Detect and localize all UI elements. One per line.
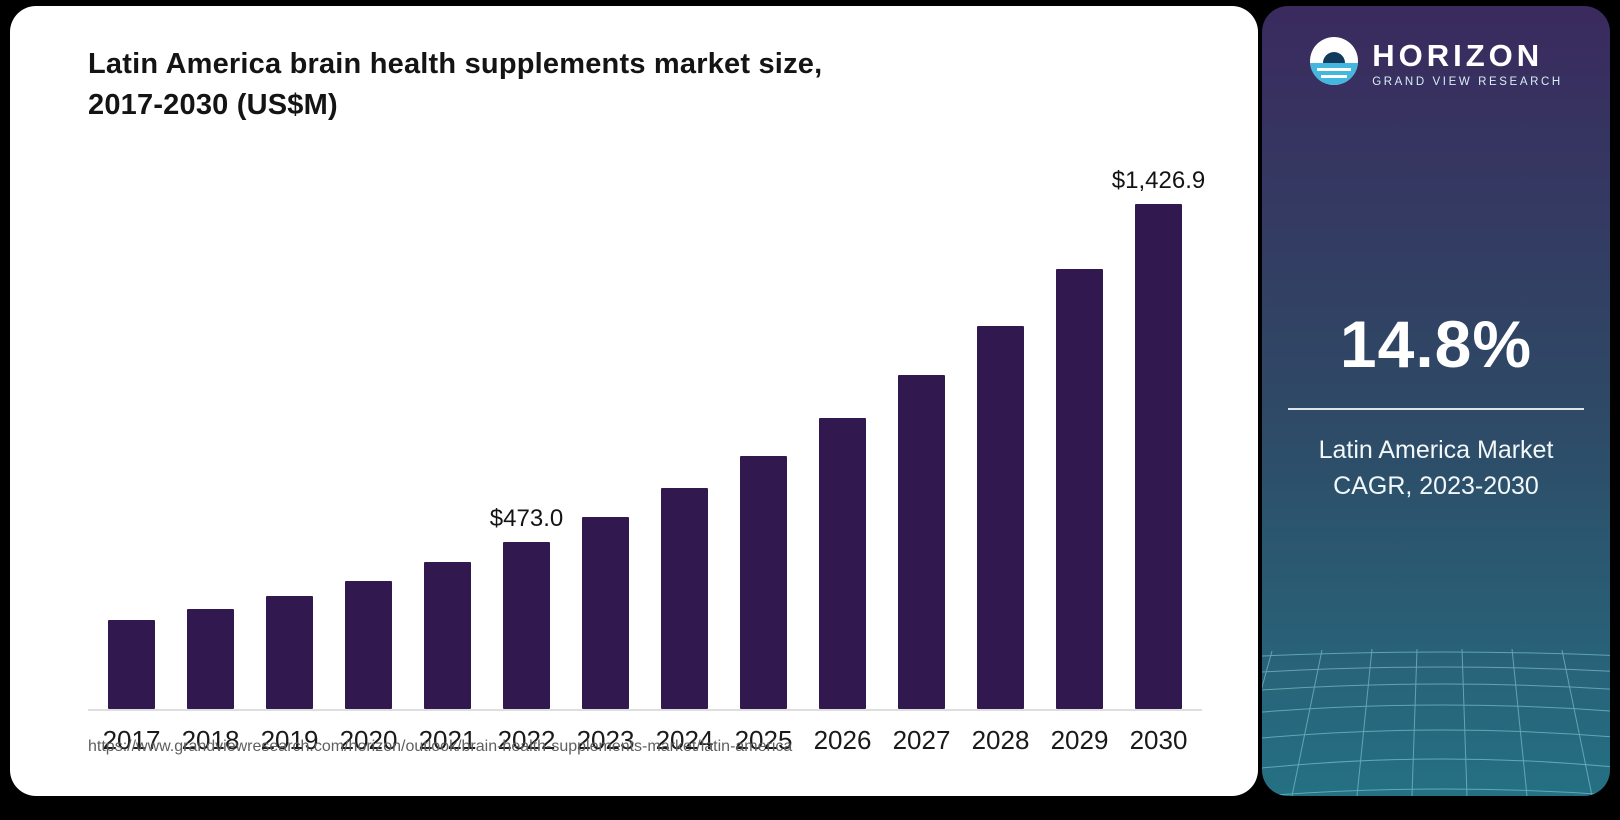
bars-row: $473.0 $1,426.9 bbox=[88, 151, 1205, 712]
x-label-2017: 2017 bbox=[102, 725, 161, 756]
cagr-label-line2: CAGR, 2023-2030 bbox=[1333, 472, 1539, 501]
x-label-2027: 2027 bbox=[892, 725, 951, 756]
wireframe-mesh-decoration bbox=[1262, 648, 1610, 796]
bar-slot-2027 bbox=[882, 375, 961, 710]
bar-slot-2028 bbox=[961, 326, 1040, 710]
bar-slot-2029 bbox=[1040, 269, 1119, 710]
x-label-2018: 2018 bbox=[181, 725, 240, 756]
bar-slot-2024 bbox=[645, 488, 724, 710]
bar-slot-2020 bbox=[329, 581, 408, 710]
x-label-2030: 2030 bbox=[1129, 725, 1188, 756]
cagr-value: 14.8% bbox=[1339, 307, 1533, 381]
infographic-frame: Latin America brain health supplements m… bbox=[10, 6, 1610, 796]
x-label-2024: 2024 bbox=[655, 725, 714, 756]
chart-title-line1: Latin America brain health supplements m… bbox=[88, 48, 823, 80]
x-label-2022: 2022 bbox=[497, 725, 556, 756]
bar-2026 bbox=[819, 418, 866, 710]
bar-slot-2025 bbox=[724, 456, 803, 710]
bar-slot-2030: $1,426.9 bbox=[1112, 167, 1205, 710]
bar-value-label-2022: $473.0 bbox=[489, 505, 564, 533]
bar-2027 bbox=[898, 375, 945, 710]
source-url: https://www.grandviewresearch.com/horizo… bbox=[88, 738, 793, 755]
bar-slot-2026 bbox=[803, 418, 882, 710]
bar-slot-2019 bbox=[250, 596, 329, 710]
bar-2019 bbox=[266, 596, 313, 710]
cagr-label: Latin America Market CAGR, 2023-2030 bbox=[1262, 432, 1610, 505]
bar-2030 bbox=[1135, 204, 1182, 710]
bar-value-label-2030: $1,426.9 bbox=[1111, 167, 1206, 195]
side-panel: HORIZON GRAND VIEW RESEARCH 14.8% Latin … bbox=[1262, 6, 1610, 796]
bar-2020 bbox=[345, 581, 392, 710]
bar-slot-2017 bbox=[92, 620, 171, 710]
x-label-2028: 2028 bbox=[971, 725, 1030, 756]
x-label-2021: 2021 bbox=[418, 725, 477, 756]
x-axis-labels: 2017 2018 2019 2020 2021 2022 2023 2024 2025 2026… bbox=[88, 725, 1202, 756]
bar-slot-2018 bbox=[171, 609, 250, 710]
x-label-2019: 2019 bbox=[260, 725, 319, 756]
brand-text: HORIZON GRAND VIEW RESEARCH bbox=[1372, 37, 1563, 89]
chart-title: Latin America brain health supplements m… bbox=[88, 44, 1202, 125]
bar-2017 bbox=[108, 620, 155, 710]
brand-subtitle: GRAND VIEW RESEARCH bbox=[1372, 76, 1563, 89]
x-label-2026: 2026 bbox=[813, 725, 872, 756]
bar-slot-2023 bbox=[566, 517, 645, 710]
bar-2023 bbox=[582, 517, 629, 710]
chart-title-line2: 2017-2030 (US$M) bbox=[88, 88, 338, 121]
bar-slot-2021 bbox=[408, 562, 487, 710]
bar-2021 bbox=[424, 562, 471, 710]
bar-2024 bbox=[661, 488, 708, 710]
x-label-2025: 2025 bbox=[734, 725, 793, 756]
bar-chart: $473.0 $1,426.9 2017 2018 2019 2020 2021 2022 2… bbox=[88, 151, 1205, 756]
cagr-block: 14.8% Latin America Market CAGR, 2023-20… bbox=[1262, 306, 1610, 505]
bar-2025 bbox=[740, 456, 787, 710]
bar-2028 bbox=[977, 326, 1024, 710]
horizon-logo-icon bbox=[1309, 36, 1359, 91]
cagr-divider bbox=[1288, 408, 1584, 410]
brand-name: HORIZON bbox=[1372, 37, 1544, 73]
bar-2022 bbox=[503, 542, 550, 710]
cagr-label-line1: Latin America Market bbox=[1318, 436, 1554, 464]
bar-2029 bbox=[1056, 269, 1103, 710]
brand-logo: HORIZON GRAND VIEW RESEARCH bbox=[1262, 36, 1610, 91]
bar-slot-2022: $473.0 bbox=[487, 505, 566, 710]
chart-card: Latin America brain health supplements m… bbox=[10, 6, 1258, 796]
x-label-2029: 2029 bbox=[1050, 725, 1109, 756]
x-label-2023: 2023 bbox=[576, 725, 635, 756]
x-label-2020: 2020 bbox=[339, 725, 398, 756]
bar-2018 bbox=[187, 609, 234, 710]
